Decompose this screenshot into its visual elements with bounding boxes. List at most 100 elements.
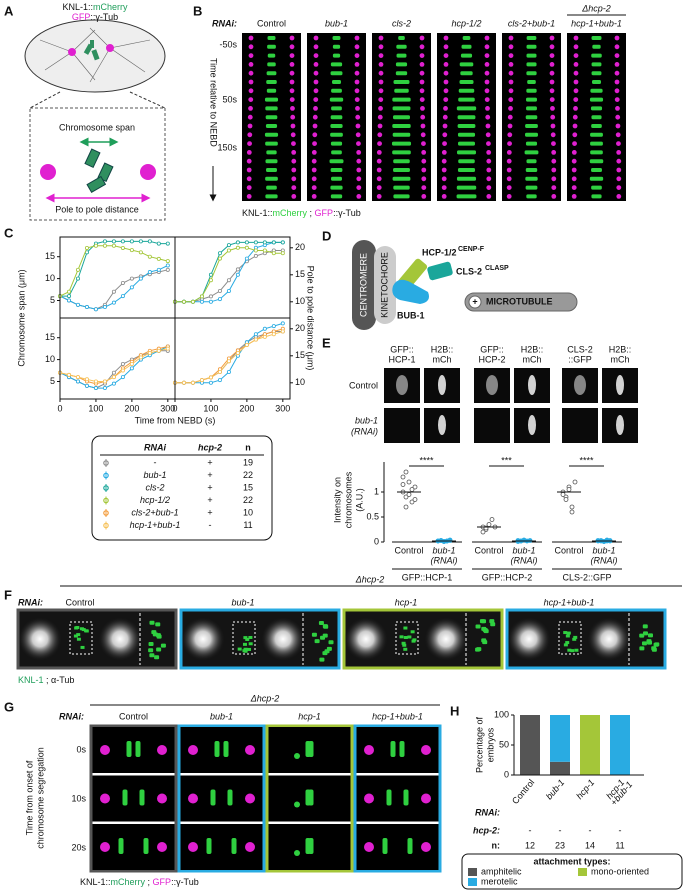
pole-spot	[313, 88, 319, 94]
pole-spot	[551, 150, 557, 155]
pole-spot	[247, 141, 252, 147]
y-tick-label: 15	[45, 251, 55, 261]
chromosome-signal	[563, 643, 568, 647]
centrosome	[424, 617, 468, 661]
pole-spot	[376, 167, 382, 173]
pole-spot	[248, 106, 253, 111]
data-point	[66, 298, 71, 303]
chromosome-signal	[330, 168, 343, 172]
pole-spot	[616, 194, 622, 199]
pole-spot	[289, 88, 295, 94]
x-tick-label: 200	[124, 403, 139, 413]
condition-label: (RNAi)	[511, 555, 538, 565]
panel-letter: A	[4, 3, 14, 18]
pole-spot	[616, 158, 622, 164]
chromosome-signal	[411, 639, 416, 643]
pole-spot	[377, 123, 383, 129]
chromosome-signal	[563, 631, 568, 635]
pole-spot	[549, 53, 555, 58]
signal	[616, 375, 624, 395]
data-point	[253, 240, 258, 245]
hcp2-label: hcp-2:	[473, 825, 500, 835]
data-point	[111, 300, 116, 305]
data-point	[129, 276, 134, 281]
x-tick-label: 0	[172, 403, 177, 413]
zoom-box	[395, 621, 419, 655]
chromosome-signal	[591, 53, 602, 58]
condition-label: Control	[394, 545, 423, 555]
chromosome-signal	[267, 62, 276, 67]
pole-spot	[312, 132, 318, 138]
data-point	[93, 386, 98, 391]
inset-signal	[311, 632, 317, 637]
chromosome-signal	[237, 647, 242, 651]
data-point	[409, 487, 415, 492]
data-point	[84, 305, 89, 310]
chromosome-signal	[589, 97, 604, 102]
rnai-label: RNAi:	[475, 807, 500, 817]
pole-spot	[246, 158, 252, 164]
pole-spot	[355, 114, 361, 120]
chromosome-signal	[399, 635, 404, 639]
pole-spot	[508, 70, 514, 76]
data-point	[111, 370, 116, 375]
pole-spot	[506, 167, 512, 173]
y-axis-label: Intensity on	[332, 477, 342, 523]
data-point	[235, 240, 240, 245]
legend-hcp2: +	[207, 457, 212, 467]
chromosome-signal	[227, 789, 233, 806]
chromosome-signal	[574, 648, 579, 652]
data-point	[569, 504, 575, 510]
pole-spot	[313, 62, 319, 67]
pole-spot	[419, 88, 425, 94]
chromosome-signal	[399, 741, 405, 757]
group-label: GFP::HCP-1	[402, 572, 453, 582]
chromosome-signal	[403, 626, 408, 630]
condition-label: hcp-1	[395, 597, 418, 607]
data-point	[253, 337, 258, 342]
inset-signal	[647, 633, 653, 638]
chromosome-signal	[206, 838, 212, 854]
pole-spot	[157, 842, 167, 852]
pole-spot	[378, 53, 384, 58]
pole-spot	[549, 70, 555, 76]
pole-spot	[291, 167, 297, 173]
legend-part: mCherry	[273, 208, 308, 218]
chromosome-signal	[392, 124, 411, 128]
legend-part: GFP	[315, 208, 334, 218]
data-point	[244, 240, 249, 245]
legend-n: 22	[243, 495, 253, 505]
pole-spot	[484, 97, 490, 102]
inset-signal	[482, 640, 488, 645]
pole-spot	[573, 53, 579, 58]
pole-spot	[571, 158, 577, 164]
data-point	[165, 267, 170, 272]
data-point	[120, 245, 125, 250]
frame	[353, 724, 442, 873]
data-point	[93, 243, 98, 248]
legend-label: mono-oriented	[591, 866, 649, 876]
y-tick-label: 15	[45, 332, 55, 342]
chromosome-signal	[245, 637, 250, 641]
pole-spot	[248, 35, 254, 41]
data-point	[271, 324, 276, 329]
pole-spot	[378, 88, 384, 94]
legend-n: 10	[243, 507, 253, 517]
chromosome-signal	[330, 71, 343, 76]
pole-spot	[311, 150, 317, 155]
chromosome-signal	[392, 176, 411, 181]
data-point	[102, 305, 107, 310]
pole-spot	[311, 167, 317, 173]
data-point	[102, 379, 107, 384]
chromosome-signal	[393, 194, 410, 199]
data-point	[403, 469, 409, 475]
pole-spot	[245, 745, 255, 755]
inset-signal	[483, 629, 489, 634]
legend-rnai: hcp-1+bub-1	[130, 520, 181, 530]
pole-spot	[313, 44, 319, 50]
pole-spot	[616, 150, 622, 155]
image-header: mCh	[522, 354, 541, 364]
chromosome-signal	[84, 629, 89, 633]
data-point	[412, 484, 418, 490]
chromosome-signal	[566, 631, 571, 635]
